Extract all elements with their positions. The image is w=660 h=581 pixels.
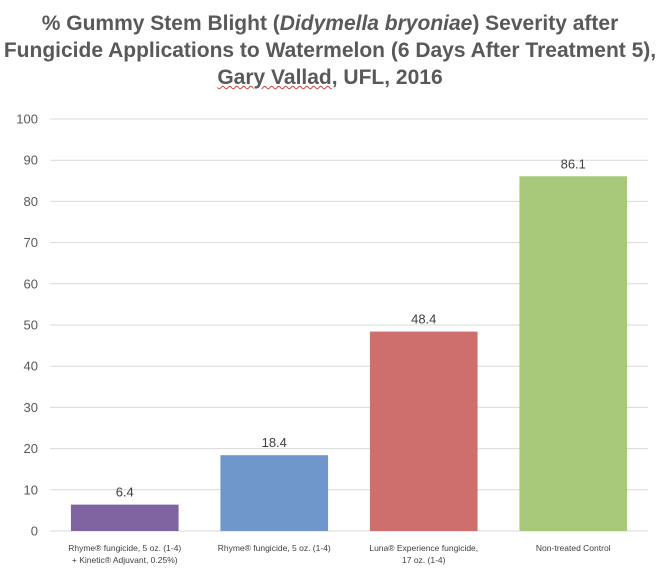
data-label-3: 48.4 [411, 312, 436, 327]
bar-4 [519, 176, 628, 531]
y-axis-ticks: 0 10 20 30 40 50 60 70 80 90 100 [16, 112, 38, 539]
bar-2 [220, 455, 329, 531]
category-labels: Rhyme® fungicide, 5 oz. (1-4) + Kinetic® … [68, 543, 610, 565]
title-line-1-pre: % Gummy Stem Blight ( [41, 12, 280, 35]
bar-3 [369, 331, 478, 531]
title-author-name: Gary Vallad [217, 66, 332, 89]
title-line-3: Gary Vallad, UFL, 2016 [0, 64, 660, 91]
y-tick-label-20: 20 [24, 441, 38, 456]
category-label-2-line-1: Rhyme® fungicide, 5 oz. (1-4) [218, 543, 331, 553]
y-tick-label-50: 50 [24, 318, 38, 333]
y-tick-label-30: 30 [24, 400, 38, 415]
y-tick-label-10: 10 [24, 482, 38, 497]
category-label-3-line-2: 17 oz. (1-4) [402, 555, 446, 565]
category-label-4: Non-treated Control [536, 543, 611, 553]
category-label-3-line-1: Luna® Experience fungicide, [369, 543, 478, 553]
y-tick-label-70: 70 [24, 235, 38, 250]
bar-1 [70, 504, 179, 531]
y-tick-label-80: 80 [24, 194, 38, 209]
category-label-3: Luna® Experience fungicide, 17 oz. (1-4) [369, 543, 478, 565]
category-label-1-line-1: Rhyme® fungicide, 5 oz. (1-4) [68, 543, 181, 553]
bars [70, 176, 628, 531]
y-tick-label-100: 100 [16, 112, 38, 127]
y-tick-label-0: 0 [31, 524, 38, 539]
title-species-name: Didymella bryoniae [279, 12, 473, 35]
title-line-1-post: ) Severity after [472, 12, 619, 35]
category-label-1: Rhyme® fungicide, 5 oz. (1-4) + Kinetic® … [68, 543, 181, 565]
data-label-4: 86.1 [561, 156, 586, 171]
category-label-1-line-2: + Kinetic® Adjuvant, 0.25%) [72, 555, 178, 565]
title-line-2: Fungicide Applications to Watermelon (6 … [3, 39, 657, 62]
category-label-2: Rhyme® fungicide, 5 oz. (1-4) [218, 543, 331, 553]
title-line-1: % Gummy Stem Blight (Didymella bryoniae)… [0, 10, 660, 37]
data-label-2: 18.4 [262, 435, 287, 450]
title-line-3-rest: , UFL, 2016 [331, 66, 443, 89]
data-label-1: 6.4 [116, 485, 134, 500]
data-labels: 6.4 18.4 48.4 86.1 [116, 156, 586, 499]
y-tick-label-40: 40 [24, 359, 38, 374]
chart-title: % Gummy Stem Blight (Didymella bryoniae)… [0, 10, 660, 91]
category-label-4-line-1: Non-treated Control [536, 543, 611, 553]
y-tick-label-60: 60 [24, 276, 38, 291]
y-tick-label-90: 90 [24, 153, 38, 168]
